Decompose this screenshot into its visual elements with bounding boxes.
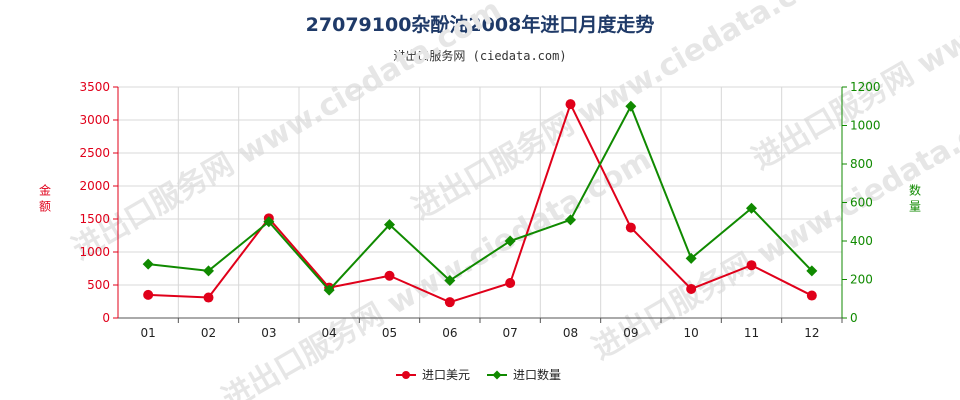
x-tick-label: 08 [563,326,578,340]
right-tick-label: 600 [850,196,873,210]
data-point [685,252,697,264]
series-line [148,103,813,292]
series-layer [142,99,818,308]
x-tick-label: 05 [382,326,397,340]
data-point [444,297,455,308]
data-point [143,289,154,300]
data-point [384,219,395,231]
legend-label: 进口美元 [422,368,470,382]
right-tick-label: 0 [850,311,858,325]
left-tick-label: 500 [87,278,110,292]
series-line [148,101,813,304]
x-tick-label: 07 [503,326,518,340]
left-tick-label: 1500 [79,212,110,226]
data-point [746,202,757,214]
data-point [263,216,275,228]
data-point [565,99,576,110]
right-tick-label: 400 [850,234,873,248]
data-point [323,284,335,296]
right-tick-label: 1200 [850,80,881,94]
data-point [625,100,637,112]
x-tick-label: 11 [744,326,759,340]
left-axis-title: 金额 [39,183,51,214]
x-tick-label: 02 [201,326,216,340]
chart-title: 27079100杂酚油2008年进口月度走势 [305,14,655,36]
data-point [625,222,636,233]
x-tick-label: 12 [804,326,819,340]
left-tick-label: 1000 [79,245,110,259]
right-tick-label: 800 [850,157,873,171]
data-point [806,265,818,277]
grid [118,86,843,319]
data-point [686,283,697,294]
data-point [746,260,757,271]
left-tick-label: 3500 [79,80,110,94]
data-point [142,258,154,270]
data-point [444,274,456,286]
chart-subtitle: 进出口服务网 (ciedata.com) [393,49,567,63]
left-tick-label: 2000 [79,179,110,193]
legend: 进口美元 进口数量 [396,367,561,382]
legend-label: 进口数量 [513,367,561,382]
left-tick-label: 0 [102,311,110,325]
x-tick-label: 06 [442,326,457,340]
data-point [504,235,516,247]
data-point [505,278,516,289]
left-tick-label: 3000 [79,113,110,127]
left-tick-label: 2500 [79,146,110,160]
x-tick-label: 03 [261,326,276,340]
axes: 0 500 1000 1500 2000 2500 3000 3500 0 200 400 600 80… [39,80,921,340]
data-point [806,290,817,301]
right-axis-title: 数量 [909,183,921,214]
data-point [384,270,395,281]
x-tick-label: 04 [322,326,337,340]
watermark-text: 进出口服务网 www.ciedata.com [67,0,508,267]
data-point [203,265,214,277]
data-point [565,214,576,226]
data-point [203,292,214,303]
right-tick-label: 200 [850,273,873,287]
x-tick-label: 09 [623,326,638,340]
legend-marker [492,370,502,380]
x-tick-label: 10 [684,326,699,340]
x-tick-label: 01 [141,326,156,340]
right-tick-label: 1000 [850,119,881,133]
legend-marker [402,371,410,379]
